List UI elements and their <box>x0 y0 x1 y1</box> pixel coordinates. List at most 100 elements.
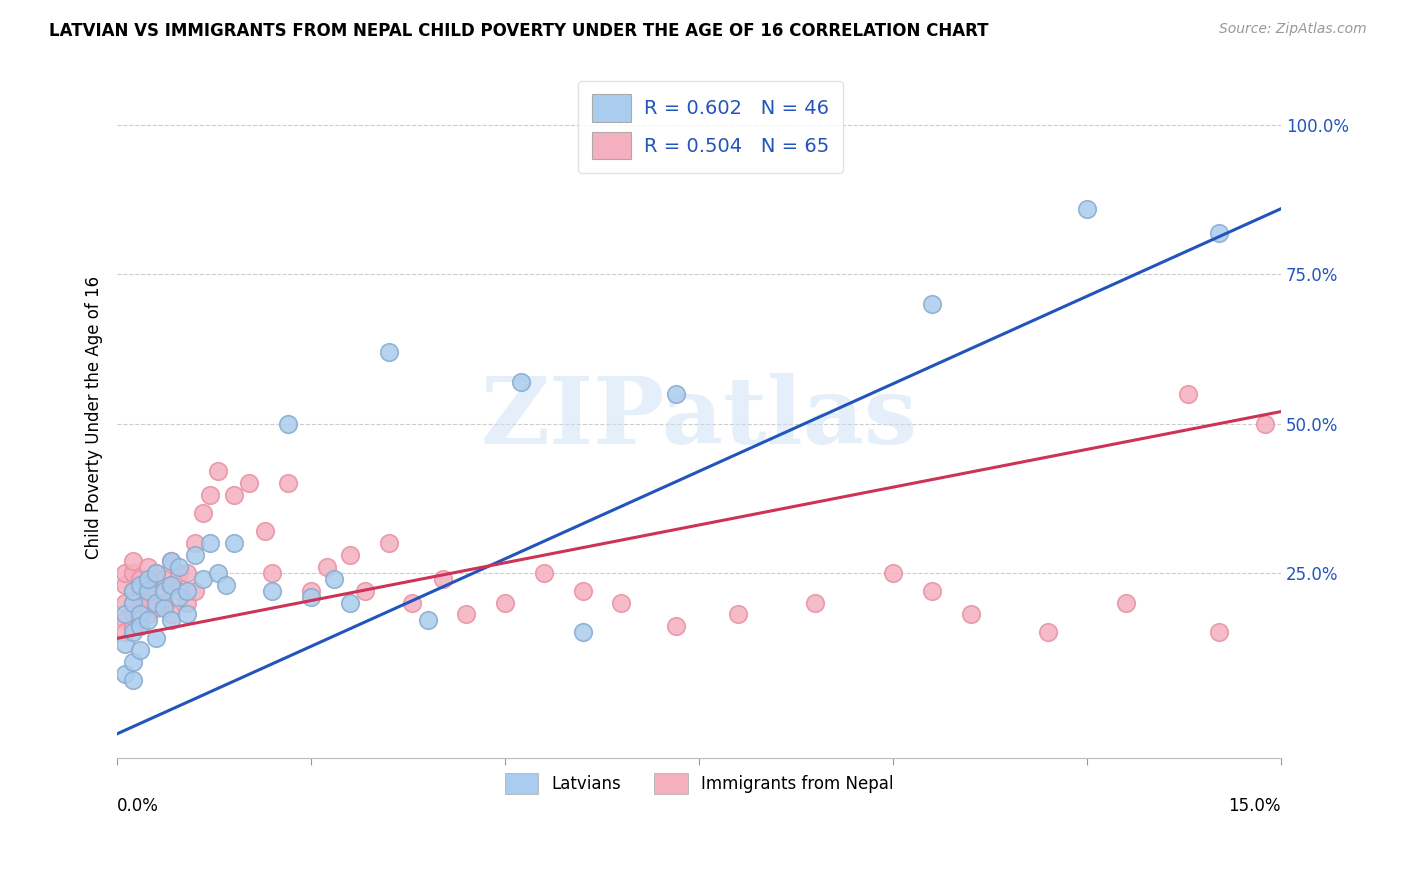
Point <box>339 548 361 562</box>
Point <box>176 566 198 580</box>
Point <box>416 614 439 628</box>
Point <box>114 667 136 681</box>
Point <box>145 566 167 580</box>
Point <box>191 572 214 586</box>
Point <box>1038 625 1060 640</box>
Point <box>129 601 152 615</box>
Point <box>121 583 143 598</box>
Point <box>191 506 214 520</box>
Point <box>377 536 399 550</box>
Point <box>804 595 827 609</box>
Text: 0.0%: 0.0% <box>117 797 159 814</box>
Point <box>665 386 688 401</box>
Point <box>882 566 904 580</box>
Point <box>136 577 159 591</box>
Point <box>121 566 143 580</box>
Text: LATVIAN VS IMMIGRANTS FROM NEPAL CHILD POVERTY UNDER THE AGE OF 16 CORRELATION C: LATVIAN VS IMMIGRANTS FROM NEPAL CHILD P… <box>49 22 988 40</box>
Point <box>571 625 593 640</box>
Point <box>176 583 198 598</box>
Point <box>129 577 152 591</box>
Point <box>167 559 190 574</box>
Point <box>610 595 633 609</box>
Point <box>136 572 159 586</box>
Point <box>222 536 245 550</box>
Point <box>222 488 245 502</box>
Point <box>145 632 167 646</box>
Point <box>184 583 207 598</box>
Point <box>299 583 322 598</box>
Point <box>323 572 346 586</box>
Point <box>509 375 531 389</box>
Point <box>184 536 207 550</box>
Point <box>121 673 143 687</box>
Point <box>571 583 593 598</box>
Point <box>200 488 222 502</box>
Point <box>145 583 167 598</box>
Point <box>262 566 284 580</box>
Point <box>129 614 152 628</box>
Point <box>533 566 555 580</box>
Point <box>253 524 276 538</box>
Point <box>160 577 183 591</box>
Point <box>176 607 198 622</box>
Point <box>136 583 159 598</box>
Point <box>160 554 183 568</box>
Point <box>145 595 167 609</box>
Point <box>277 476 299 491</box>
Point <box>152 601 174 615</box>
Point <box>114 566 136 580</box>
Point <box>1208 625 1230 640</box>
Point <box>377 345 399 359</box>
Point <box>339 595 361 609</box>
Point <box>238 476 260 491</box>
Point <box>121 554 143 568</box>
Point <box>1177 386 1199 401</box>
Point <box>129 590 152 604</box>
Point <box>160 577 183 591</box>
Point <box>456 607 478 622</box>
Point <box>207 566 229 580</box>
Point <box>207 464 229 478</box>
Point <box>160 614 183 628</box>
Point <box>277 417 299 431</box>
Point <box>121 607 143 622</box>
Point <box>152 572 174 586</box>
Point <box>160 607 183 622</box>
Point <box>354 583 377 598</box>
Point <box>129 583 152 598</box>
Text: 15.0%: 15.0% <box>1229 797 1281 814</box>
Point <box>262 583 284 598</box>
Point <box>494 595 516 609</box>
Point <box>167 583 190 598</box>
Point <box>121 625 143 640</box>
Point <box>129 643 152 657</box>
Legend: Latvians, Immigrants from Nepal: Latvians, Immigrants from Nepal <box>498 767 900 800</box>
Point <box>121 655 143 669</box>
Point <box>136 607 159 622</box>
Point <box>1076 202 1098 216</box>
Point <box>114 637 136 651</box>
Point <box>959 607 981 622</box>
Point <box>215 577 238 591</box>
Point <box>167 566 190 580</box>
Point <box>167 590 190 604</box>
Point <box>160 554 183 568</box>
Point <box>114 614 136 628</box>
Point <box>136 559 159 574</box>
Point <box>129 572 152 586</box>
Point <box>176 595 198 609</box>
Point <box>121 595 143 609</box>
Point <box>152 595 174 609</box>
Point <box>114 577 136 591</box>
Point <box>921 583 943 598</box>
Point <box>114 607 136 622</box>
Point <box>921 297 943 311</box>
Point <box>1115 595 1137 609</box>
Point <box>727 607 749 622</box>
Point <box>129 619 152 633</box>
Point <box>121 619 143 633</box>
Point <box>129 607 152 622</box>
Point <box>299 590 322 604</box>
Point <box>145 601 167 615</box>
Point <box>200 536 222 550</box>
